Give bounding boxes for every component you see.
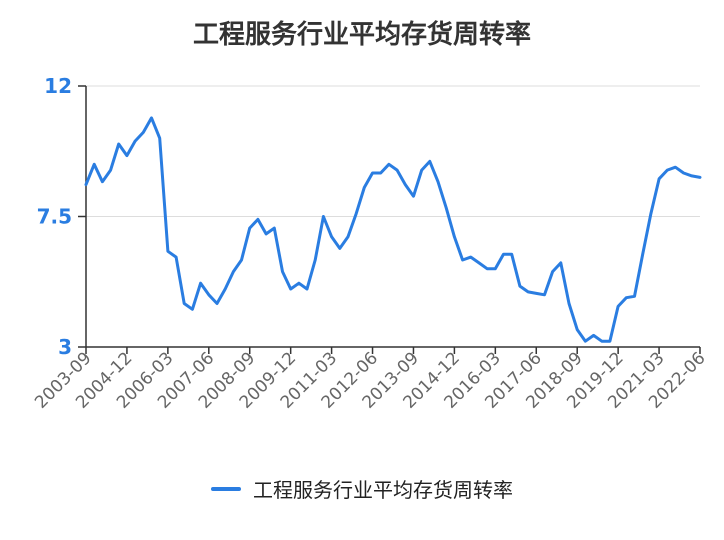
axes xyxy=(85,86,701,354)
legend-label: 工程服务行业平均存货周转率 xyxy=(253,478,513,502)
legend: 工程服务行业平均存货周转率 xyxy=(0,474,724,503)
y-tick-label: 3 xyxy=(58,335,72,359)
y-tick-label: 12 xyxy=(44,74,72,98)
legend-swatch xyxy=(211,486,241,491)
y-tick-labels: 3 7.5 12 xyxy=(37,74,72,359)
series-line xyxy=(84,116,702,343)
chart-title: 工程服务行业平均存货周转率 xyxy=(192,20,531,50)
grid-lines xyxy=(78,85,700,348)
x-tick-labels: 2003-092004-122006-032007-062008-092009-… xyxy=(31,348,709,412)
series-layer xyxy=(84,116,702,343)
y-tick-label: 7.5 xyxy=(37,205,72,229)
